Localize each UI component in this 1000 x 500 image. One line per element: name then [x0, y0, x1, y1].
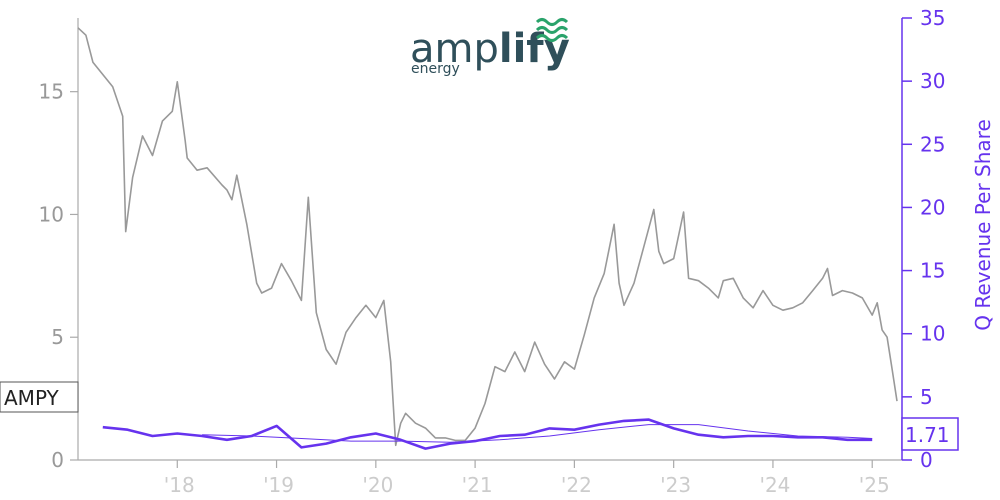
price-last-tag: AMPY — [0, 381, 79, 413]
right-axis: 0 5 10 15 20 25 30 35 — [901, 6, 945, 472]
x-tick-label: '18 — [164, 473, 195, 497]
right-tick-label: 20 — [920, 195, 945, 219]
revenue-last-tag: 1.71 — [901, 417, 959, 451]
x-tick-label: '23 — [660, 473, 691, 497]
price-series-line — [77, 27, 898, 447]
right-tick-label: 0 — [920, 448, 933, 472]
revenue-last-tag-box — [901, 417, 959, 451]
x-tick-label: '21 — [462, 473, 493, 497]
left-tick-label: 0 — [51, 448, 64, 472]
right-tick-label: 35 — [920, 6, 945, 30]
revenue-series-line — [102, 418, 873, 450]
x-tick-label: '20 — [362, 473, 393, 497]
price-series-name: AMPY — [4, 386, 60, 410]
x-tick-label: '19 — [263, 473, 294, 497]
svg-text:amplify: amplify — [410, 26, 570, 72]
right-tick-label: 15 — [920, 259, 945, 283]
left-tick-label: 10 — [39, 202, 64, 226]
revenue-trend-line — [202, 424, 873, 443]
series-layer — [77, 27, 898, 450]
logo-word-bold: lify — [499, 26, 570, 72]
logo-word-light: amp — [410, 26, 499, 72]
right-tick-label: 5 — [920, 385, 933, 409]
left-tick-label: 15 — [39, 80, 64, 104]
x-tick-label: '22 — [561, 473, 592, 497]
x-axis: '18 '19 '20 '21 '22 '23 '24 '25 — [78, 459, 902, 497]
left-tick-label: 5 — [51, 325, 64, 349]
right-tick-label: 10 — [920, 322, 945, 346]
right-tick-label: 25 — [920, 132, 945, 156]
right-axis-label: Q Revenue Per Share — [971, 119, 995, 331]
revenue-last-value: 1.71 — [905, 423, 950, 447]
logo-sub: energy — [411, 61, 460, 77]
right-tick-label: 30 — [920, 69, 945, 93]
logo: amplify energy — [410, 18, 570, 77]
x-tick-label: '24 — [759, 473, 790, 497]
logo-wave-icon — [535, 18, 569, 42]
x-tick-label: '25 — [859, 473, 890, 497]
price-last-tag-box — [0, 381, 79, 413]
